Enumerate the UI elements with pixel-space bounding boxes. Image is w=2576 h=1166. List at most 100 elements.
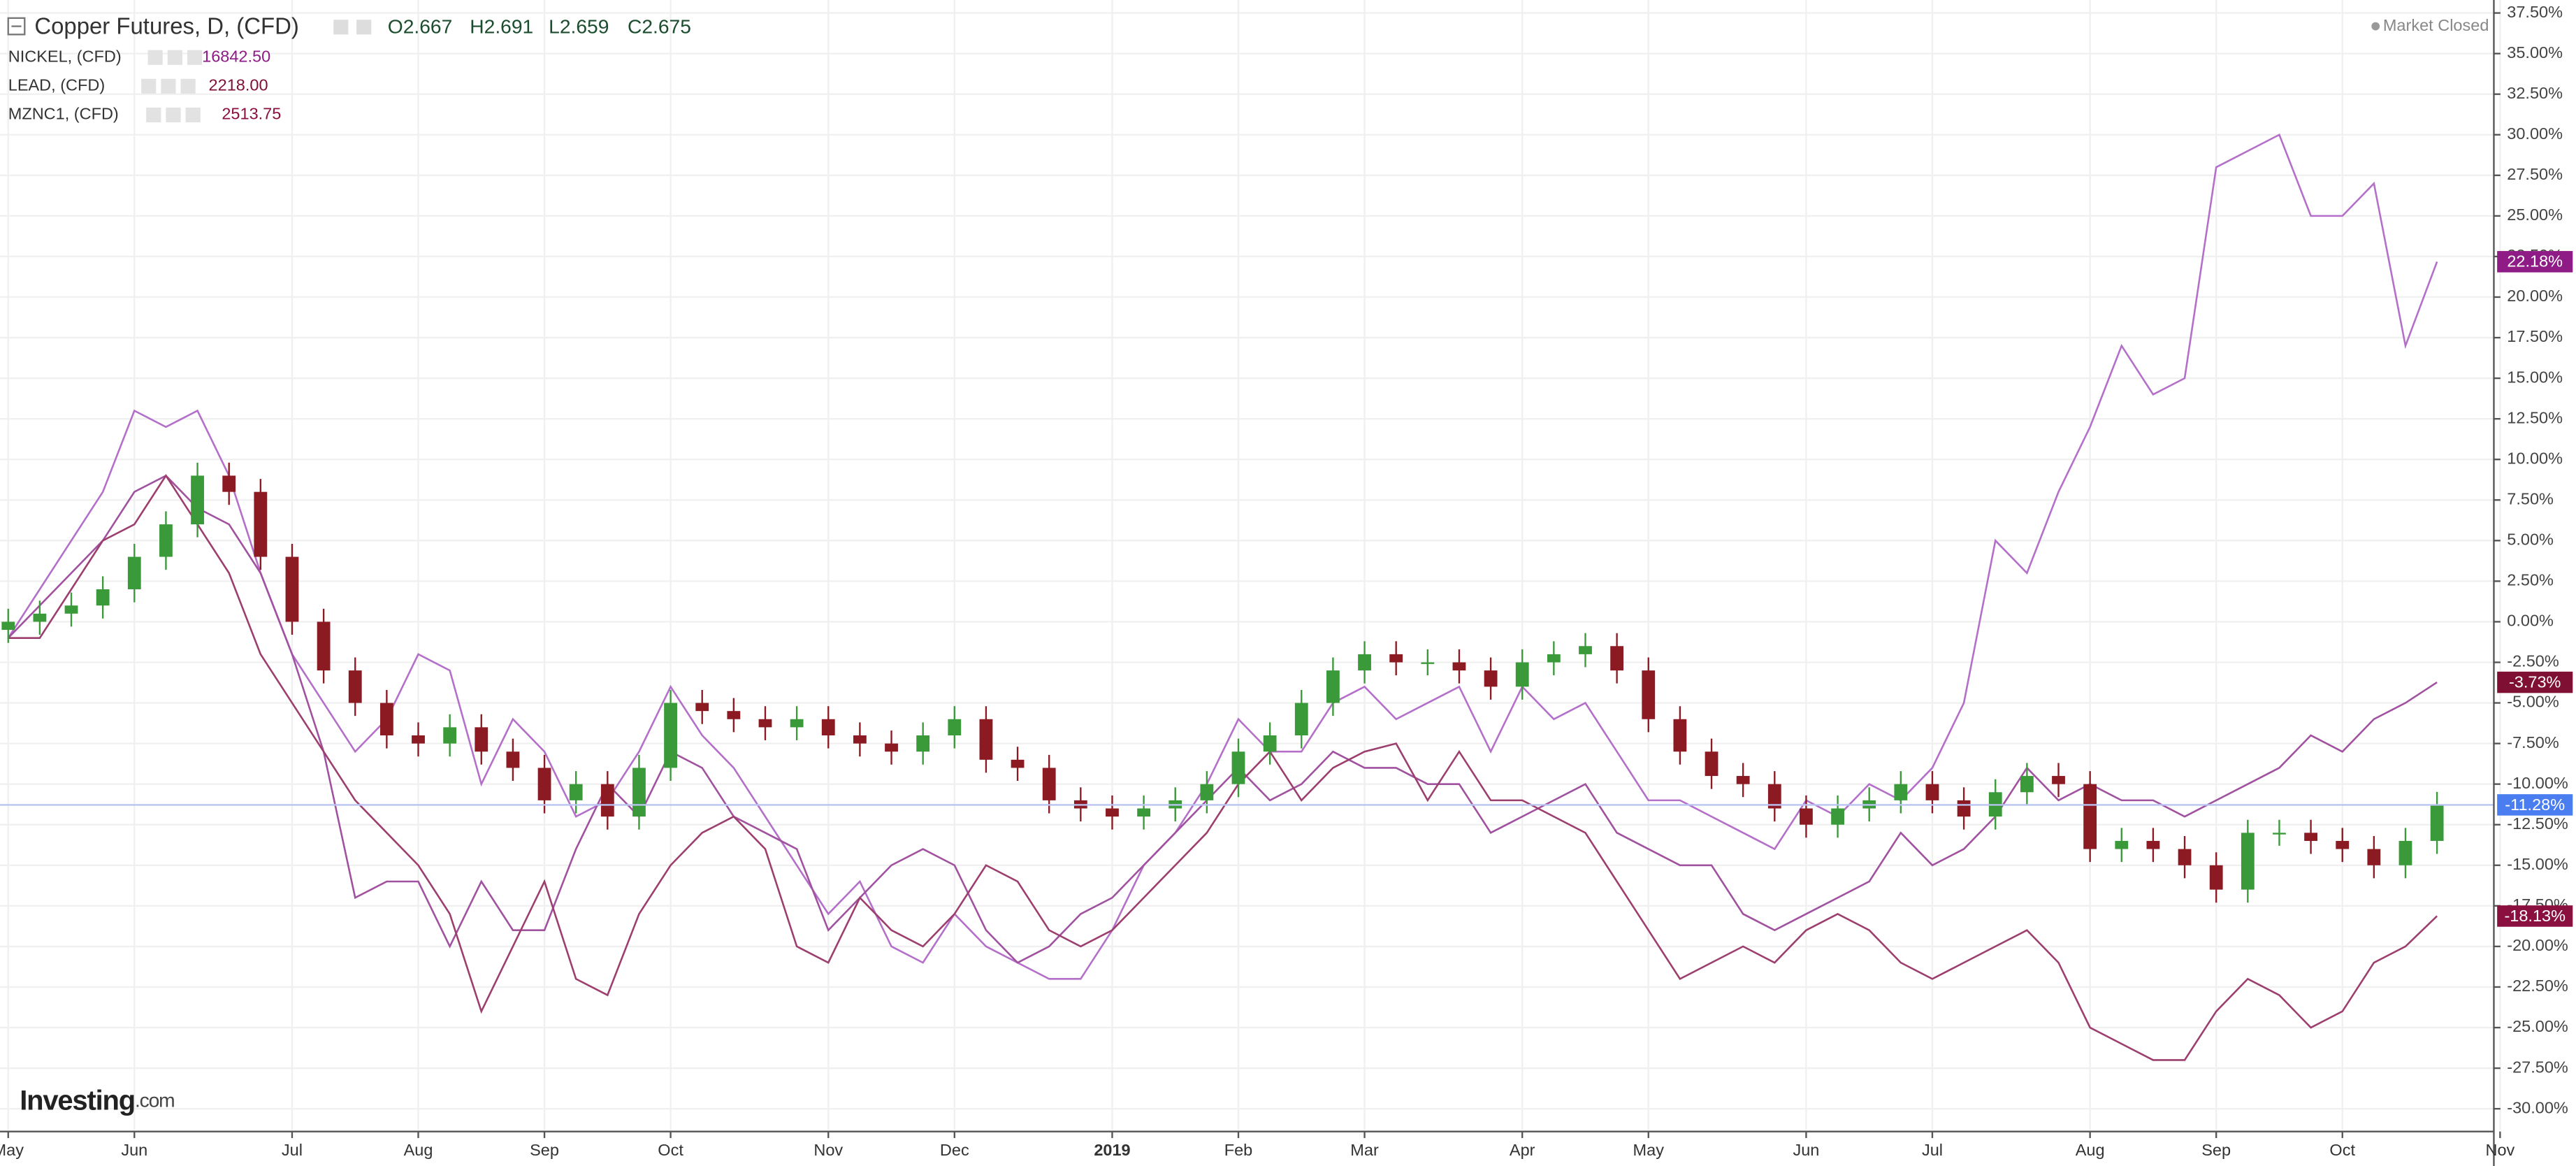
candle-body: [1011, 759, 1025, 768]
y-tick-label: 2.50%: [2507, 571, 2554, 589]
legend-icon: [167, 50, 182, 65]
candle-body: [1389, 654, 1403, 663]
candle-body: [506, 751, 520, 768]
last-value-label: -11.28%: [2505, 796, 2565, 814]
candle-body: [1042, 768, 1056, 800]
x-tick-label: Dec: [940, 1141, 969, 1159]
last-value-box: [2497, 671, 2573, 693]
y-tick-label: 20.00%: [2507, 287, 2563, 305]
candle-body: [1421, 662, 1435, 664]
x-tick-label: Jun: [1793, 1141, 1819, 1159]
y-tick-label: 12.50%: [2507, 408, 2563, 426]
candle-body: [64, 605, 78, 614]
last-value-label: -18.13%: [2504, 907, 2566, 925]
candle-body: [1263, 735, 1277, 752]
series-line: [7, 133, 2438, 980]
y-tick-label: -10.00%: [2507, 774, 2568, 792]
axes: 37.50%35.00%32.50%30.00%27.50%25.00%22.5…: [0, 3, 2573, 1159]
candle-body: [96, 589, 110, 606]
y-tick-label: 0.00%: [2507, 612, 2554, 630]
y-tick-label: 7.50%: [2507, 489, 2554, 508]
x-tick-label: Nov: [813, 1141, 843, 1159]
last-value-box: [2497, 905, 2573, 927]
legend-name: LEAD, (CFD): [8, 76, 105, 94]
candle-body: [1767, 784, 1781, 809]
candle-body: [1326, 670, 1340, 703]
y-tick-label: 37.50%: [2507, 3, 2563, 21]
candle-body: [1200, 784, 1214, 800]
series-line: [8, 474, 2438, 1061]
candle-body: [727, 711, 741, 719]
candle-body: [475, 727, 489, 752]
candle-body: [916, 735, 930, 752]
candle-body: [2398, 840, 2412, 865]
legend-name: NICKEL, (CFD): [8, 47, 122, 65]
legend-icon: [147, 50, 163, 65]
x-tick-label: Apr: [1510, 1141, 1535, 1159]
candle-body: [159, 524, 173, 557]
candle-body: [2430, 805, 2444, 841]
x-tick-label: May: [0, 1141, 24, 1159]
candle-body: [33, 613, 47, 622]
y-tick-label: -22.50%: [2507, 977, 2568, 995]
y-tick-label: 17.50%: [2507, 327, 2563, 345]
candle-body: [1137, 808, 1151, 817]
legend: NICKEL, (CFD) 16842.50 LEAD, (CFD) 2218.00 M…: [8, 47, 282, 122]
x-tick-label: Nov: [2485, 1141, 2515, 1159]
candle-body: [2209, 865, 2223, 890]
candle-body: [979, 719, 993, 760]
y-tick-label: 32.50%: [2507, 84, 2563, 102]
plot: [0, 133, 2494, 1061]
candle-body: [379, 703, 393, 735]
candle-body: [1894, 784, 1908, 800]
candle-body: [537, 768, 551, 800]
candle-body: [2367, 849, 2381, 865]
low-value: L2.659: [549, 15, 609, 37]
y-tick-label: -12.50%: [2507, 814, 2568, 833]
candle-body: [790, 719, 804, 728]
x-tick-label: Sep: [2201, 1141, 2231, 1159]
candle-body: [2241, 833, 2255, 890]
y-tick-label: 35.00%: [2507, 43, 2563, 62]
y-tick-label: 5.00%: [2507, 531, 2554, 549]
y-tick-label: -25.00%: [2507, 1017, 2568, 1035]
candle-body: [664, 703, 677, 768]
candle-body: [127, 556, 141, 589]
y-tick-label: -7.50%: [2507, 733, 2559, 751]
candle-body: [348, 670, 362, 703]
candle-body: [2052, 776, 2065, 784]
last-value-label: 22.18%: [2507, 252, 2563, 271]
candle-body: [1484, 670, 1498, 687]
candle-body: [1610, 646, 1624, 671]
collapse-icon[interactable]: [7, 17, 26, 36]
candle-body: [632, 768, 646, 817]
candle-body: [2146, 840, 2160, 849]
last-value-box: [2497, 794, 2573, 816]
candle-body: [1294, 703, 1308, 735]
y-tick-label: -5.00%: [2507, 693, 2559, 711]
close-value: C2.675: [628, 15, 691, 37]
candle-body: [443, 727, 457, 744]
candle-body: [1705, 751, 1718, 777]
legend-icon: [141, 78, 157, 94]
candle-body: [948, 719, 962, 735]
series-line: [7, 474, 2438, 964]
legend-icon: [180, 78, 196, 94]
candle-body: [1106, 808, 1119, 817]
icon[interactable]: [356, 20, 372, 35]
candle-body: [2336, 840, 2350, 849]
candle-body: [758, 719, 772, 728]
x-tick-label: May: [1633, 1141, 1665, 1159]
candle-body: [1925, 784, 1939, 800]
legend-icon: [161, 78, 176, 94]
candle-body: [695, 703, 709, 712]
legend-icon: [185, 107, 201, 123]
candle-body: [191, 475, 204, 525]
y-tick-label: -30.00%: [2507, 1098, 2568, 1116]
icon[interactable]: [333, 20, 349, 35]
candle-body: [1515, 662, 1529, 687]
candle-body: [2020, 776, 2034, 793]
last-value-label: -3.73%: [2509, 672, 2561, 691]
